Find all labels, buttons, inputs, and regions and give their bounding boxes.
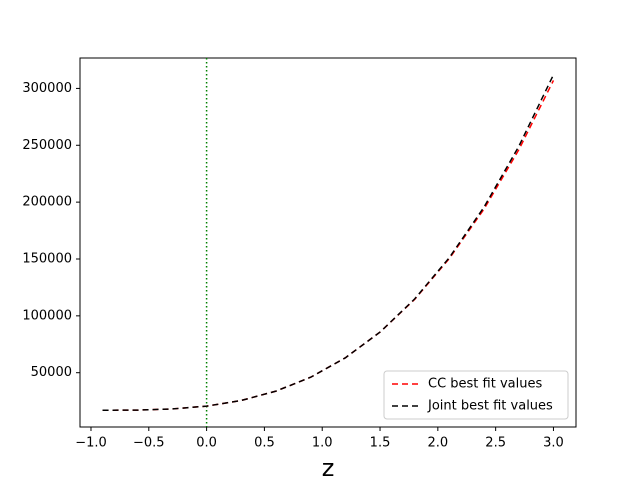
x-tick-label: 2.5 bbox=[485, 436, 506, 451]
x-tick-label: 1.0 bbox=[312, 436, 333, 451]
y-tick-label: 200000 bbox=[22, 195, 72, 210]
y-tick-label: 250000 bbox=[22, 138, 72, 153]
legend-box bbox=[383, 370, 569, 420]
legend-label: CC best fit values bbox=[428, 377, 542, 392]
series-line bbox=[102, 74, 555, 411]
x-tick-label: −0.5 bbox=[133, 436, 165, 451]
y-tick-label: 150000 bbox=[22, 251, 72, 266]
x-axis-label: z bbox=[322, 454, 335, 480]
x-tick-label: 3.0 bbox=[543, 436, 564, 451]
axes-frame bbox=[79, 57, 577, 428]
series-line bbox=[102, 80, 555, 411]
x-tick-label: 2.0 bbox=[427, 436, 448, 451]
y-tick-label: 50000 bbox=[31, 365, 72, 380]
x-tick-label: 0.5 bbox=[254, 436, 275, 451]
legend-label: Joint best fit values bbox=[427, 399, 553, 414]
y-tick-label: 300000 bbox=[22, 81, 72, 96]
x-tick-label: −1.0 bbox=[75, 436, 107, 451]
x-tick-label: 1.5 bbox=[370, 436, 391, 451]
x-tick-label: 0.0 bbox=[196, 436, 217, 451]
y-tick-label: 100000 bbox=[22, 308, 72, 323]
